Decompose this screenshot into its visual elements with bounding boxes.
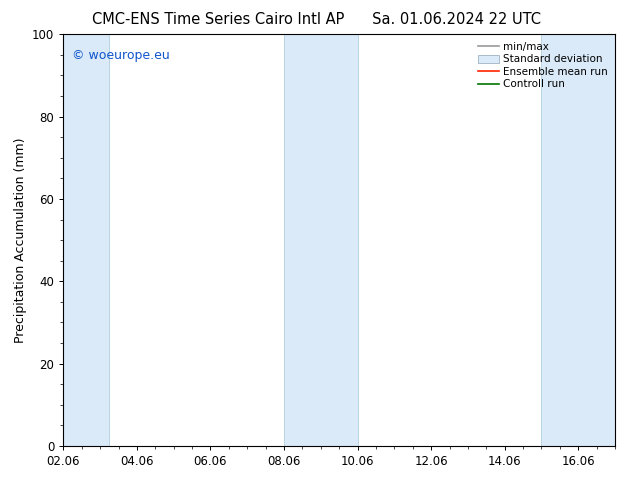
- Bar: [284, 34, 358, 446]
- Legend: min/max, Standard deviation, Ensemble mean run, Controll run: min/max, Standard deviation, Ensemble me…: [476, 40, 610, 92]
- Text: CMC-ENS Time Series Cairo Intl AP      Sa. 01.06.2024 22 UTC: CMC-ENS Time Series Cairo Intl AP Sa. 01…: [93, 12, 541, 27]
- Text: © woeurope.eu: © woeurope.eu: [72, 49, 169, 62]
- Bar: [541, 34, 615, 446]
- Bar: [63, 34, 109, 446]
- Y-axis label: Precipitation Accumulation (mm): Precipitation Accumulation (mm): [13, 137, 27, 343]
